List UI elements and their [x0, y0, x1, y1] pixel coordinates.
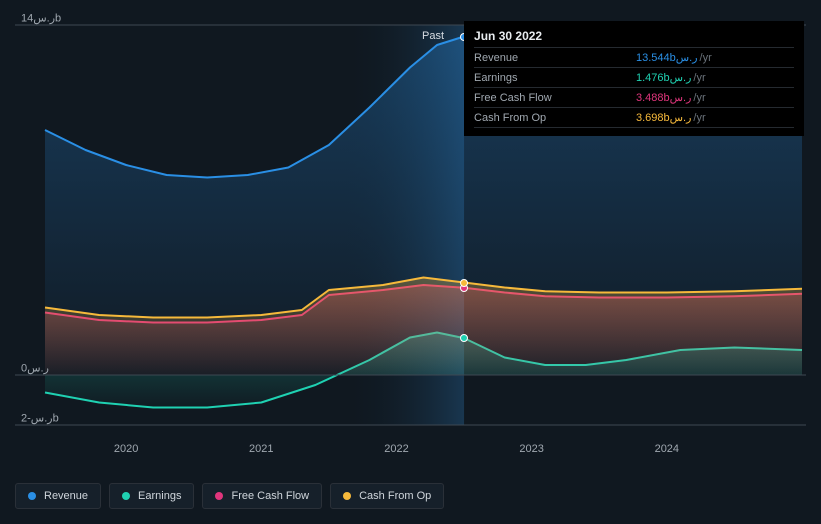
- tooltip-row-value: 13.544bر.س/yr: [636, 48, 794, 68]
- legend-swatch: [343, 492, 351, 500]
- chart-area[interactable]: ر.س14b ر.س0 ر.س-2b 2020 2021 2022 2023 2024 Pa…: [15, 15, 806, 455]
- y-tick-label: ر.س-2b: [21, 412, 59, 425]
- legend-label: Cash From Op: [359, 490, 431, 502]
- legend-label: Earnings: [138, 490, 181, 502]
- x-tick-label: 2020: [114, 443, 138, 455]
- chart-legend: Revenue Earnings Free Cash Flow Cash Fro…: [15, 483, 444, 509]
- tooltip-row: Cash From Op 3.698bر.س/yr: [474, 108, 794, 128]
- legend-swatch: [28, 492, 36, 500]
- past-label: Past: [422, 30, 444, 42]
- tooltip-row: Earnings 1.476bر.س/yr: [474, 68, 794, 88]
- legend-swatch: [215, 492, 223, 500]
- tooltip-table: Revenue 13.544bر.س/yr Earnings 1.476bر.س…: [474, 47, 794, 128]
- tooltip-row: Free Cash Flow 3.488bر.س/yr: [474, 88, 794, 108]
- x-tick-label: 2023: [519, 443, 543, 455]
- tooltip-row-value: 3.488bر.س/yr: [636, 88, 794, 108]
- tooltip-date: Jun 30 2022: [474, 29, 794, 47]
- legend-item[interactable]: Revenue: [15, 483, 101, 509]
- tooltip-row-label: Earnings: [474, 68, 636, 88]
- hover-marker: [460, 279, 468, 287]
- tooltip-row-label: Cash From Op: [474, 108, 636, 128]
- tooltip-row-label: Revenue: [474, 48, 636, 68]
- y-tick-label: ر.س14b: [21, 12, 61, 25]
- legend-label: Revenue: [44, 490, 88, 502]
- legend-item[interactable]: Free Cash Flow: [202, 483, 322, 509]
- legend-item[interactable]: Earnings: [109, 483, 194, 509]
- tooltip-row: Revenue 13.544bر.س/yr: [474, 48, 794, 68]
- legend-item[interactable]: Cash From Op: [330, 483, 444, 509]
- hover-marker: [460, 334, 468, 342]
- tooltip-row-value: 1.476bر.س/yr: [636, 68, 794, 88]
- tooltip-row-value: 3.698bر.س/yr: [636, 108, 794, 128]
- chart-tooltip: Jun 30 2022 Revenue 13.544bر.س/yr Earnin…: [464, 21, 804, 136]
- tooltip-row-label: Free Cash Flow: [474, 88, 636, 108]
- x-tick-label: 2022: [384, 443, 408, 455]
- chart-container: ر.س14b ر.س0 ر.س-2b 2020 2021 2022 2023 2024 Pa…: [0, 0, 821, 524]
- x-tick-label: 2024: [655, 443, 679, 455]
- x-tick-label: 2021: [249, 443, 273, 455]
- legend-swatch: [122, 492, 130, 500]
- y-tick-label: ر.س0: [21, 362, 49, 375]
- legend-label: Free Cash Flow: [231, 490, 309, 502]
